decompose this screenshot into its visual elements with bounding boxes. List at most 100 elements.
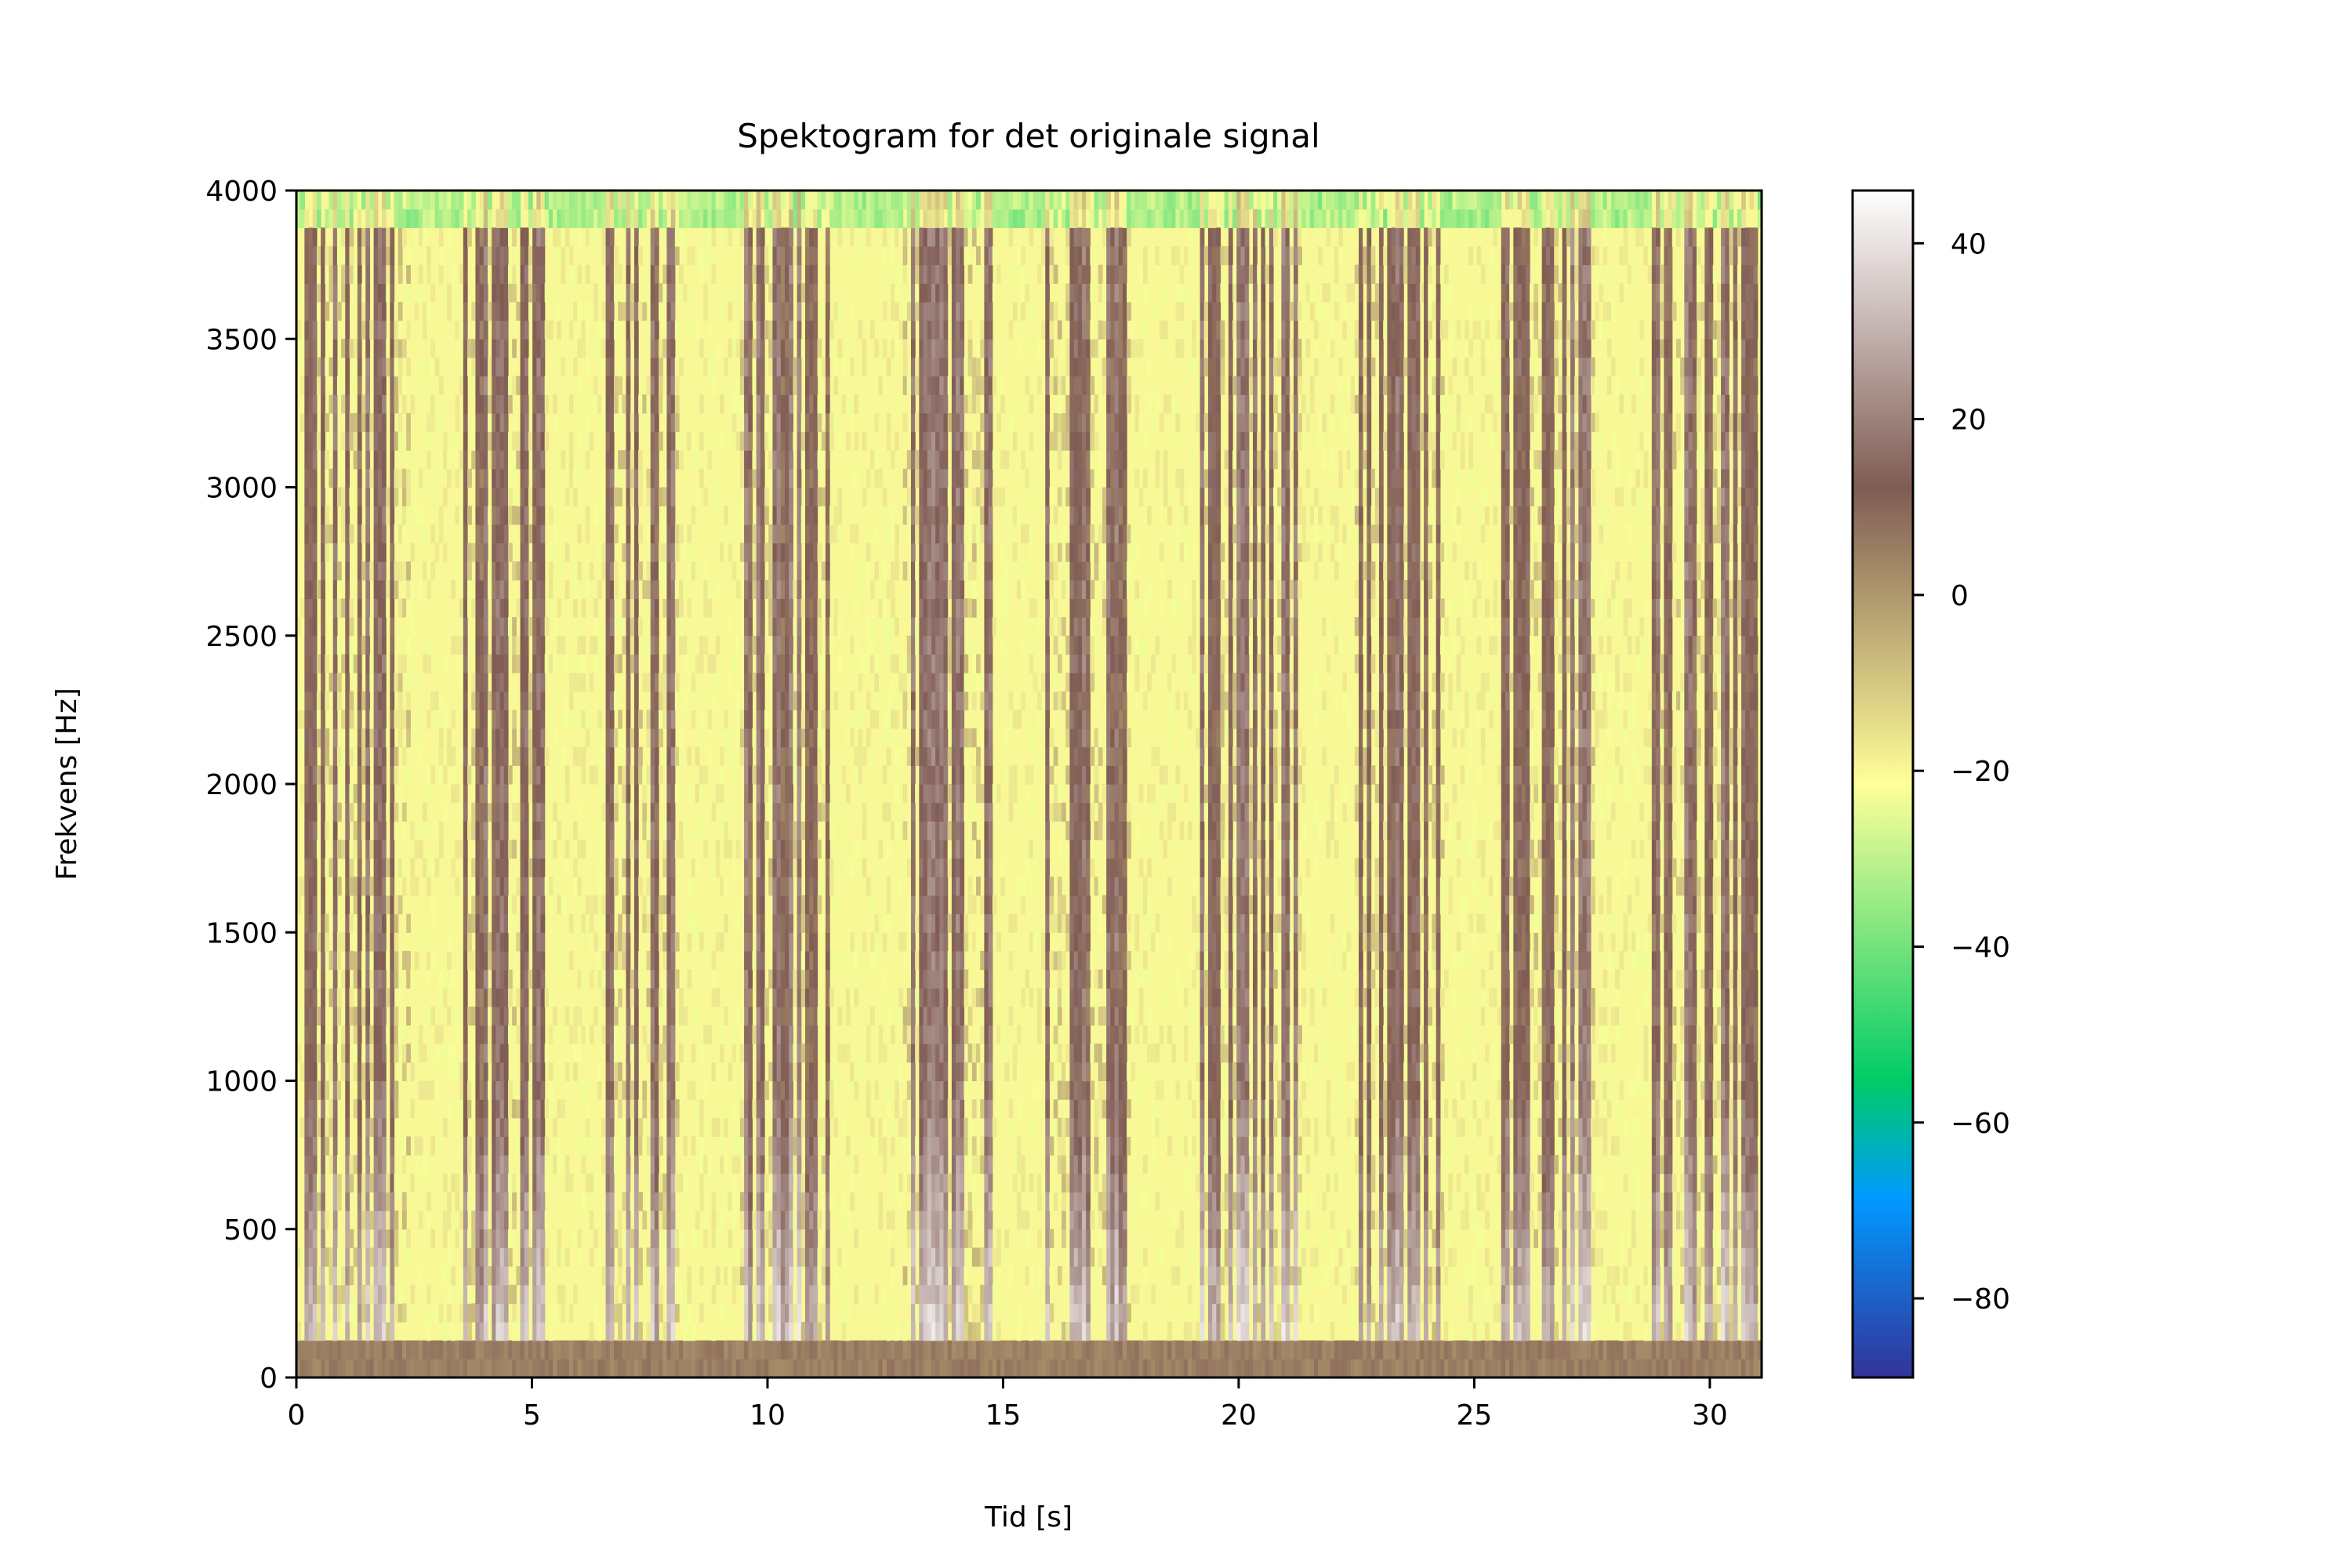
spectrogram-cell bbox=[390, 283, 395, 303]
spectrogram-cell bbox=[532, 1340, 537, 1359]
spectrogram-cell bbox=[707, 617, 713, 637]
spectrogram-cell bbox=[776, 913, 782, 933]
spectrogram-cell bbox=[679, 209, 684, 228]
spectrogram-cell bbox=[495, 1340, 501, 1359]
spectrogram-cell bbox=[475, 468, 481, 488]
spectrogram-cell bbox=[630, 969, 635, 989]
spectrogram-cell bbox=[724, 1340, 728, 1359]
spectrogram-cell bbox=[756, 598, 761, 618]
spectrogram-cell bbox=[467, 468, 472, 488]
spectrogram-cell bbox=[776, 1284, 782, 1304]
spectrogram-cell bbox=[365, 673, 371, 692]
spectrogram-cell bbox=[744, 1006, 749, 1026]
spectrogram-cell bbox=[789, 357, 793, 377]
spectrogram-cell bbox=[573, 376, 578, 395]
spectrogram-cell bbox=[426, 877, 431, 896]
spectrogram-cell bbox=[650, 913, 655, 933]
spectrogram-cell bbox=[488, 357, 492, 377]
spectrogram-cell bbox=[601, 209, 607, 228]
spectrogram-cell bbox=[695, 932, 700, 952]
spectrogram-cell bbox=[365, 784, 371, 804]
spectrogram-cell bbox=[683, 1192, 688, 1211]
spectrogram-cell bbox=[626, 394, 631, 414]
spectrogram-cell bbox=[321, 1044, 325, 1063]
spectrogram-cell bbox=[345, 394, 350, 414]
spectrogram-cell bbox=[789, 264, 793, 284]
spectrogram-cell bbox=[520, 506, 525, 525]
spectrogram-cell bbox=[524, 1117, 529, 1138]
spectrogram-cell bbox=[724, 913, 728, 933]
spectrogram-cell bbox=[516, 877, 521, 896]
spectrogram-cell bbox=[626, 877, 631, 896]
spectrogram-cell bbox=[605, 839, 611, 859]
spectrogram-cell bbox=[503, 913, 509, 933]
spectrogram-cell bbox=[296, 506, 301, 525]
spectrogram-cell bbox=[735, 913, 741, 933]
spectrogram-cell bbox=[455, 412, 460, 433]
spectrogram-cell bbox=[332, 468, 338, 488]
spectrogram-cell bbox=[499, 320, 505, 339]
spectrogram-cell bbox=[564, 191, 570, 210]
spectrogram-cell bbox=[520, 839, 525, 859]
spectrogram-cell bbox=[447, 1247, 452, 1267]
spectrogram-cell bbox=[321, 932, 325, 952]
spectrogram-cell bbox=[390, 877, 395, 896]
spectrogram-cell bbox=[316, 209, 321, 228]
spectrogram-cell bbox=[646, 1247, 652, 1267]
spectrogram-cell bbox=[503, 1136, 509, 1156]
spectrogram-cell bbox=[520, 543, 525, 562]
spectrogram-cell bbox=[605, 301, 611, 321]
spectrogram-cell bbox=[377, 579, 383, 600]
spectrogram-cell bbox=[809, 579, 814, 600]
spectrogram-cell bbox=[349, 784, 354, 804]
spectrogram-cell bbox=[646, 673, 652, 692]
spectrogram-cell bbox=[479, 1025, 485, 1044]
spectrogram-cell bbox=[776, 487, 782, 506]
spectrogram-cell bbox=[308, 728, 314, 748]
spectrogram-cell bbox=[455, 1173, 460, 1193]
spectrogram-cell bbox=[613, 320, 619, 339]
spectrogram-cell bbox=[544, 1247, 550, 1267]
spectrogram-cell bbox=[760, 506, 765, 525]
spectrogram-cell bbox=[654, 784, 659, 804]
spectrogram-cell bbox=[451, 1359, 456, 1378]
spectrogram-cell bbox=[463, 431, 468, 451]
spectrogram-cell bbox=[768, 543, 774, 562]
spectrogram-cell bbox=[776, 191, 782, 210]
spectrogram-cell bbox=[776, 1192, 782, 1211]
spectrogram-cell bbox=[503, 283, 509, 303]
spectrogram-cell bbox=[650, 1117, 655, 1138]
spectrogram-cell bbox=[377, 784, 383, 804]
spectrogram-cell bbox=[622, 895, 627, 915]
spectrogram-cell bbox=[332, 376, 338, 395]
spectrogram-cell bbox=[760, 950, 765, 971]
spectrogram-cell bbox=[670, 431, 676, 451]
spectrogram-cell bbox=[744, 487, 749, 506]
spectrogram-cell bbox=[512, 283, 517, 303]
spectrogram-cell bbox=[520, 468, 525, 488]
spectrogram-cell bbox=[800, 1173, 806, 1193]
spectrogram-cell bbox=[414, 1340, 419, 1359]
spectrogram-cell bbox=[455, 1062, 460, 1082]
spectrogram-cell bbox=[524, 524, 529, 544]
spectrogram-cell bbox=[739, 376, 745, 395]
spectrogram-cell bbox=[349, 524, 354, 544]
spectrogram-cell bbox=[312, 1155, 318, 1174]
spectrogram-cell bbox=[768, 1284, 774, 1304]
spectrogram-cell bbox=[809, 1322, 814, 1341]
spectrogram-cell bbox=[536, 1229, 542, 1249]
spectrogram-cell bbox=[394, 1025, 399, 1044]
spectrogram-cell bbox=[382, 1284, 387, 1304]
spectrogram-cell bbox=[499, 191, 505, 210]
spectrogram-cell bbox=[438, 450, 444, 470]
spectrogram-cell bbox=[561, 227, 566, 247]
spectrogram-cell bbox=[520, 988, 525, 1007]
spectrogram-cell bbox=[312, 710, 318, 729]
spectrogram-cell bbox=[321, 1062, 325, 1082]
spectrogram-cell bbox=[662, 394, 668, 414]
spectrogram-cell bbox=[438, 264, 444, 284]
spectrogram-cell bbox=[434, 821, 440, 840]
spectrogram-cell bbox=[756, 802, 761, 822]
spectrogram-cell bbox=[585, 1192, 590, 1211]
spectrogram-cell bbox=[760, 858, 765, 877]
